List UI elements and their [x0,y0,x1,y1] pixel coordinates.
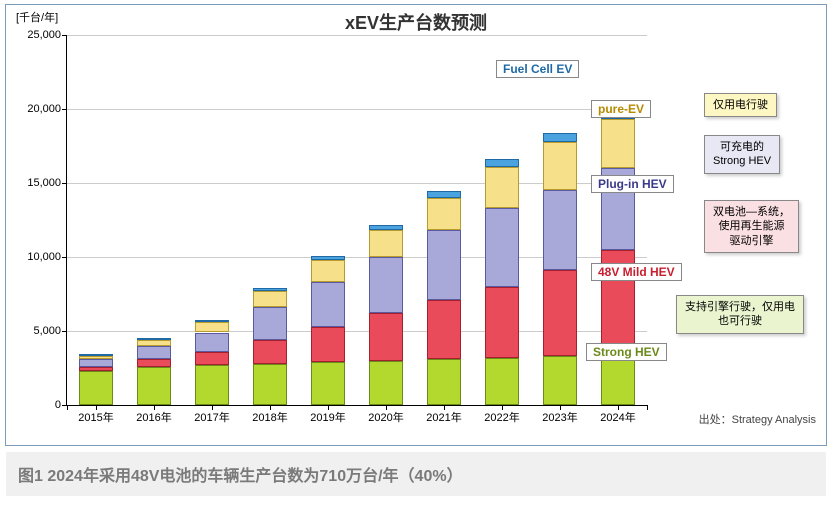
bar-segment-strong_hev [543,356,578,405]
bar-segment-fuel_cell [79,354,114,356]
bar-segment-mild_48v [79,367,114,371]
x-tick-label: 2020年 [368,405,403,425]
grid-line [67,109,647,110]
bar-segment-strong_hev [485,358,520,405]
bar-segment-plugin_hev [427,230,462,300]
bar-segment-strong_hev [427,359,462,405]
bar-segment-pure_ev [195,322,230,332]
callout-strong_hev: 支持引擎行驶，仅用电也可行驶 [676,295,804,334]
grid-line [67,35,647,36]
y-tick-label: 0 [55,399,67,411]
bar-segment-pure_ev [369,230,404,257]
bar-segment-mild_48v [485,287,520,358]
x-tick-label: 2017年 [194,405,229,425]
bar-segment-pure_ev [543,142,578,191]
x-tick-label: 2022年 [484,405,519,425]
bar-segment-pure_ev [79,356,114,359]
bar-segment-pure_ev [485,167,520,208]
bar-segment-fuel_cell [137,338,172,340]
bar-segment-plugin_hev [253,307,288,340]
callout-pure_ev: 仅用电行驶 [704,93,777,117]
bar-segment-plugin_hev [79,359,114,366]
bar-segment-pure_ev [311,260,346,282]
x-tick-label: 2015年 [78,405,113,425]
bar-segment-mild_48v [427,300,462,359]
chart-title: xEV生产台数预测 [6,9,826,35]
bar-segment-fuel_cell [427,191,462,198]
bar-segment-strong_hev [253,364,288,405]
bar-segment-mild_48v [369,313,404,360]
bar-segment-plugin_hev [369,257,404,313]
bar-segment-mild_48v [253,340,288,364]
bar-segment-fuel_cell [311,256,346,260]
bar-segment-plugin_hev [485,208,520,286]
bar-segment-plugin_hev [137,346,172,359]
bar-segment-pure_ev [253,291,288,307]
y-tick-label: 10,000 [27,251,67,263]
bar-segment-strong_hev [311,362,346,405]
bar-segment-fuel_cell [543,133,578,141]
bar-segment-strong_hev [79,371,114,405]
x-tick-label: 2021年 [426,405,461,425]
bar-segment-pure_ev [137,340,172,346]
bar-segment-strong_hev [369,361,404,405]
bar-segment-plugin_hev [311,282,346,326]
bar-segment-plugin_hev [543,190,578,270]
figure-caption: 图1 2024年采用48V电池的车辆生产台数为710万台/年（40%） [6,452,826,496]
plot-area: 05,00010,00015,00020,00025,0002015年2016年… [66,35,647,406]
chart-source: 出处：Strategy Analysis [699,411,816,427]
bar-segment-fuel_cell [253,288,288,291]
bar-segment-fuel_cell [369,225,404,231]
y-tick-label: 15,000 [27,177,67,189]
y-tick-label: 20,000 [27,103,67,115]
bar-segment-strong_hev [601,355,636,405]
y-tick-label: 25,000 [27,29,67,41]
x-tick-label: 2016年 [136,405,171,425]
bar-segment-fuel_cell [485,159,520,166]
bar-segment-mild_48v [543,270,578,356]
bar-segment-mild_48v [137,359,172,366]
y-tick-label: 5,000 [33,325,67,337]
series-label-strong_hev: Strong HEV [586,343,667,361]
series-label-mild_48v: 48V Mild HEV [591,263,682,281]
xev-production-chart: [千台/年] xEV生产台数预测 05,00010,00015,00020,00… [5,4,827,446]
bar-segment-strong_hev [195,365,230,405]
bar-segment-plugin_hev [195,333,230,352]
bar-segment-fuel_cell [195,320,230,322]
x-tick-label: 2023年 [542,405,577,425]
callout-plugin_hev: 可充电的Strong HEV [704,135,780,174]
callout-mild_48v: 双电池—系统，使用再生能源驱动引擎 [704,200,799,253]
bar-segment-strong_hev [137,367,172,405]
bar-segment-mild_48v [311,327,346,363]
series-label-pure_ev: pure-EV [591,100,651,118]
series-label-plugin_hev: Plug-in HEV [591,175,674,193]
bar-segment-pure_ev [601,119,636,168]
x-tick-label: 2024年 [600,405,635,425]
bar-segment-pure_ev [427,198,462,231]
bar-segment-mild_48v [195,352,230,365]
x-tick-label: 2019年 [310,405,345,425]
series-label-fuel_cell: Fuel Cell EV [496,60,579,78]
x-tick-label: 2018年 [252,405,287,425]
